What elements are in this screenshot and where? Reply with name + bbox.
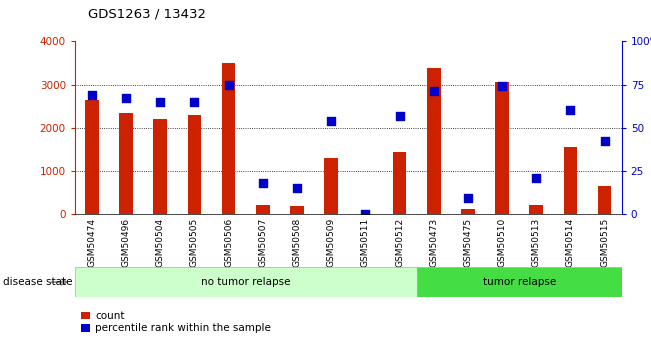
Text: GDS1263 / 13432: GDS1263 / 13432 (88, 8, 206, 21)
Text: GSM50514: GSM50514 (566, 218, 575, 267)
Text: GSM50507: GSM50507 (258, 218, 268, 267)
Point (565, 108, 575, 113)
Text: percentile rank within the sample: percentile rank within the sample (95, 323, 271, 333)
Text: GSM50506: GSM50506 (224, 218, 233, 267)
Point (497, 83, 507, 89)
Text: GSM50508: GSM50508 (292, 218, 301, 267)
Bar (187, 115, 201, 214)
Point (531, 175, 542, 180)
Bar (222, 63, 236, 214)
Point (326, 118, 337, 124)
Text: disease state: disease state (3, 277, 73, 287)
Point (223, 82, 234, 87)
Bar (427, 68, 441, 214)
Bar (75, 267, 417, 297)
Text: GSM50504: GSM50504 (156, 218, 165, 267)
Bar (598, 186, 611, 214)
Text: GSM50510: GSM50510 (497, 218, 506, 267)
Point (360, 211, 370, 217)
Point (258, 180, 268, 186)
Text: GSM50496: GSM50496 (122, 218, 131, 267)
Point (121, 96, 132, 101)
Text: GSM50513: GSM50513 (532, 218, 541, 267)
Text: GSM50474: GSM50474 (87, 218, 96, 267)
Bar (461, 209, 475, 214)
Point (292, 185, 302, 191)
Point (395, 113, 405, 118)
Bar (290, 206, 304, 214)
Point (87, 92, 97, 98)
Bar (119, 113, 133, 214)
Text: count: count (95, 311, 124, 321)
Point (189, 99, 200, 105)
Bar (529, 205, 543, 214)
Text: GSM50511: GSM50511 (361, 218, 370, 267)
Text: GSM50505: GSM50505 (190, 218, 199, 267)
Point (600, 139, 610, 144)
Bar (256, 205, 270, 214)
Text: GSM50473: GSM50473 (429, 218, 438, 267)
Bar (564, 147, 577, 214)
Bar (154, 119, 167, 214)
Point (428, 89, 439, 94)
Text: GSM50475: GSM50475 (464, 218, 473, 267)
Bar (495, 82, 509, 214)
Bar (85, 100, 99, 214)
Point (155, 99, 165, 105)
Text: GSM50515: GSM50515 (600, 218, 609, 267)
Text: GSM50509: GSM50509 (327, 218, 336, 267)
Bar (324, 158, 338, 214)
Bar (393, 152, 406, 214)
Text: tumor relapse: tumor relapse (482, 277, 556, 287)
Bar (417, 267, 622, 297)
Text: GSM50512: GSM50512 (395, 218, 404, 267)
Text: no tumor relapse: no tumor relapse (201, 277, 290, 287)
Point (463, 196, 473, 201)
